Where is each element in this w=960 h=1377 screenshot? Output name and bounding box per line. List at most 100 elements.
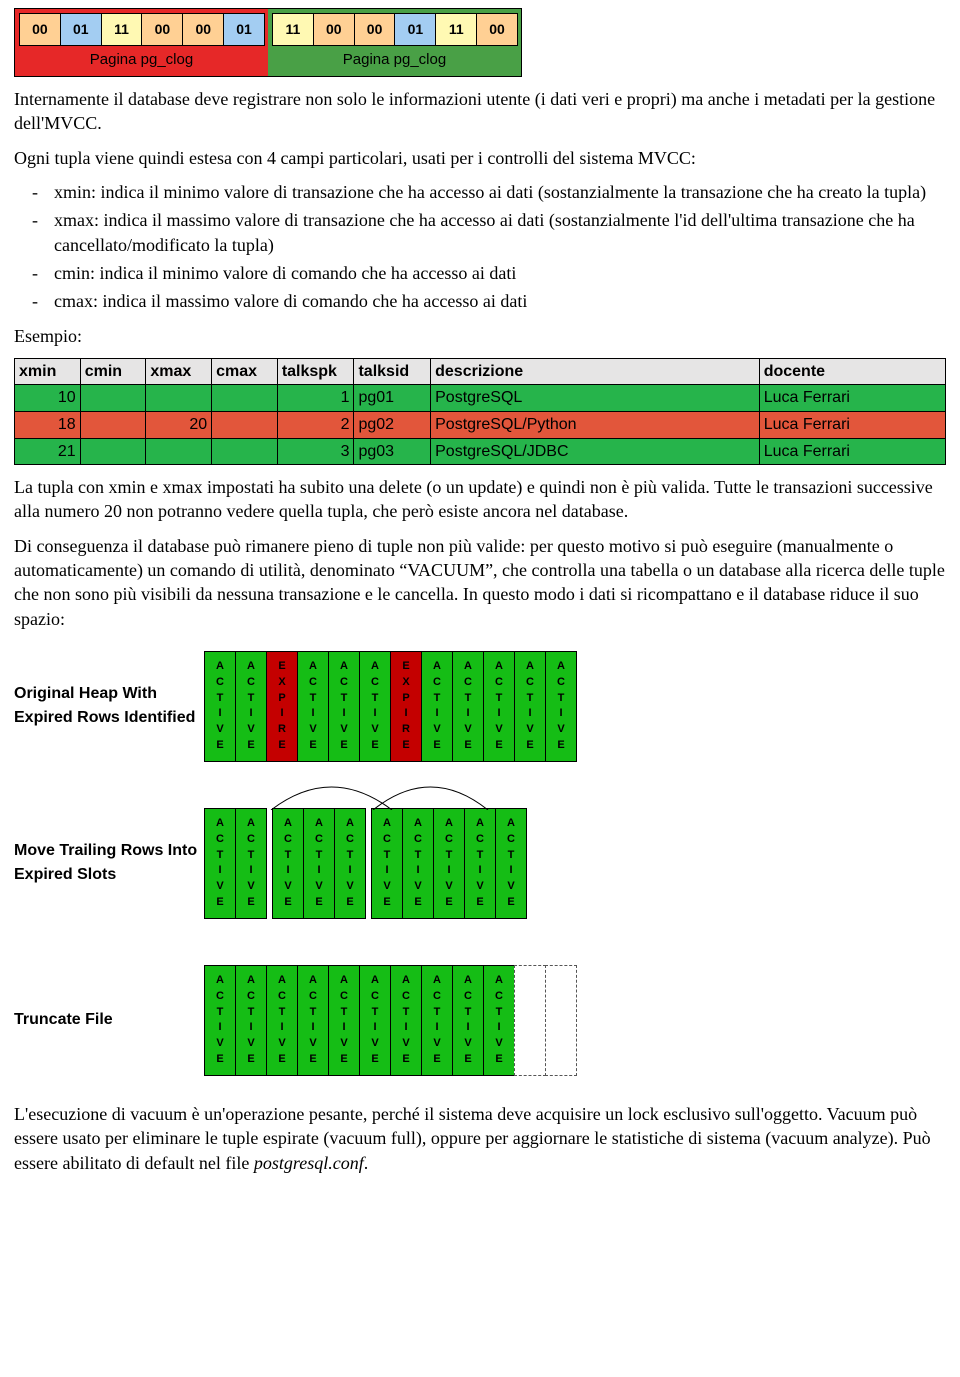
table-cell xyxy=(80,385,146,412)
clog-cell: 00 xyxy=(354,13,396,46)
heap-strip-1: ACTIVEACTIVEEXPIREACTIVEACTIVEACTIVEEXPI… xyxy=(204,651,576,762)
list-item: cmax: indica il massimo valore di comand… xyxy=(54,289,946,313)
footer-text-c: . xyxy=(364,1153,369,1173)
table-cell: PostgreSQL/JDBC xyxy=(431,438,760,465)
table-cell: pg01 xyxy=(354,385,431,412)
heap-cell-active: ACTIVE xyxy=(204,651,236,762)
heap-cell-active: ACTIVE xyxy=(464,808,496,919)
vacuum-diagram: Original Heap With Expired Rows Identifi… xyxy=(14,651,946,1076)
vacuum-label-1: Original Heap With Expired Rows Identifi… xyxy=(14,682,204,732)
clog-cell: 01 xyxy=(223,13,265,46)
heap-cell-active: ACTIVE xyxy=(303,808,335,919)
column-header: talkspk xyxy=(277,358,354,385)
heap-cell-active: ACTIVE xyxy=(328,651,360,762)
clog-diagram: 000111000001 Pagina pg_clog 110000011100… xyxy=(14,8,522,77)
heap-cell-active: ACTIVE xyxy=(371,808,403,919)
column-header: descrizione xyxy=(431,358,760,385)
clog-cells-left: 000111000001 xyxy=(19,13,264,46)
table-cell: Luca Ferrari xyxy=(759,385,945,412)
heap-cell-active: ACTIVE xyxy=(204,808,236,919)
table-cell xyxy=(146,438,212,465)
clog-cell: 00 xyxy=(313,13,355,46)
tuples-table: xmincminxmaxcmaxtalkspktalksiddescrizion… xyxy=(14,358,946,465)
vacuum-label-3: Truncate File xyxy=(14,1008,204,1033)
table-cell: 3 xyxy=(277,438,354,465)
heap-cell-active: ACTIVE xyxy=(452,965,484,1076)
heap-cell-active: ACTIVE xyxy=(483,651,515,762)
column-header: docente xyxy=(759,358,945,385)
heap-cell-active: ACTIVE xyxy=(421,651,453,762)
clog-caption-right: Pagina pg_clog xyxy=(272,50,517,70)
paragraph-after-table-1: La tupla con xmin e xmax impostati ha su… xyxy=(14,475,946,524)
vacuum-row-3: Truncate File ACTIVEACTIVEACTIVEACTIVEAC… xyxy=(14,965,946,1076)
table-cell xyxy=(212,385,278,412)
table-cell xyxy=(146,385,212,412)
table-row: 101pg01PostgreSQLLuca Ferrari xyxy=(15,385,946,412)
table-cell: 21 xyxy=(15,438,81,465)
table-row: 21 3pg03PostgreSQL/JDBCLuca Ferrari xyxy=(15,438,946,465)
table-cell xyxy=(212,412,278,439)
table-header-row: xmincminxmaxcmaxtalkspktalksiddescrizion… xyxy=(15,358,946,385)
clog-page-left: 000111000001 Pagina pg_clog xyxy=(15,9,268,76)
table-cell xyxy=(212,438,278,465)
heap-cell-active: ACTIVE xyxy=(328,965,360,1076)
table-cell: 2 xyxy=(277,412,354,439)
field-list: xmin: indica il minimo valore di transaz… xyxy=(14,180,946,313)
heap-cell-active: ACTIVE xyxy=(266,965,298,1076)
esempio-label: Esempio: xyxy=(14,324,946,348)
column-header: cmin xyxy=(80,358,146,385)
clog-cell: 01 xyxy=(60,13,102,46)
heap-cell-active: ACTIVE xyxy=(514,651,546,762)
heap-cell-active: ACTIVE xyxy=(390,965,422,1076)
heap-cell-active: ACTIVE xyxy=(421,965,453,1076)
list-item: xmax: indica il massimo valore di transa… xyxy=(54,208,946,257)
table-cell: 18 xyxy=(15,412,81,439)
table-cell: 20 xyxy=(146,412,212,439)
heap-strip-2: ACTIVEACTIVEACTIVEACTIVEACTIVEACTIVEACTI… xyxy=(204,808,526,919)
heap-cell-active: ACTIVE xyxy=(359,651,391,762)
heap-cell-active: ACTIVE xyxy=(235,808,267,919)
heap-cell-active: ACTIVE xyxy=(359,965,391,1076)
heap-cell-active: ACTIVE xyxy=(483,965,515,1076)
heap-cell-active: ACTIVE xyxy=(235,651,267,762)
table-cell: pg03 xyxy=(354,438,431,465)
table-cell: PostgreSQL/Python xyxy=(431,412,760,439)
heap-cell-expired: EXPIRE xyxy=(266,651,298,762)
clog-caption-left: Pagina pg_clog xyxy=(19,50,264,70)
clog-cell: 00 xyxy=(141,13,183,46)
heap-cell-empty xyxy=(545,965,577,1076)
paragraph-vacuum-footer: L'esecuzione di vacuum è un'operazione p… xyxy=(14,1102,946,1175)
footer-filename: postgresql.conf xyxy=(254,1153,364,1173)
clog-cell: 11 xyxy=(272,13,314,46)
clog-cell: 00 xyxy=(182,13,224,46)
heap-cell-active: ACTIVE xyxy=(204,965,236,1076)
table-row: 18 20 2pg02PostgreSQL/PythonLuca Ferrari xyxy=(15,412,946,439)
heap-cell-active: ACTIVE xyxy=(402,808,434,919)
clog-cell: 01 xyxy=(394,13,436,46)
paragraph-after-table-2: Di conseguenza il database può rimanere … xyxy=(14,534,946,631)
clog-cell: 00 xyxy=(19,13,61,46)
table-cell: Luca Ferrari xyxy=(759,412,945,439)
clog-page-right: 110000011100 Pagina pg_clog xyxy=(268,9,521,76)
heap-cell-active: ACTIVE xyxy=(452,651,484,762)
clog-cell: 11 xyxy=(435,13,477,46)
heap-cell-active: ACTIVE xyxy=(297,965,329,1076)
heap-cell-active: ACTIVE xyxy=(495,808,527,919)
column-header: talksid xyxy=(354,358,431,385)
heap-strip-3: ACTIVEACTIVEACTIVEACTIVEACTIVEACTIVEACTI… xyxy=(204,965,576,1076)
heap-cell-active: ACTIVE xyxy=(545,651,577,762)
paragraph-fields-intro: Ogni tupla viene quindi estesa con 4 cam… xyxy=(14,146,946,170)
vacuum-row-1: Original Heap With Expired Rows Identifi… xyxy=(14,651,946,762)
list-item: cmin: indica il minimo valore di comando… xyxy=(54,261,946,285)
table-cell: Luca Ferrari xyxy=(759,438,945,465)
table-cell: pg02 xyxy=(354,412,431,439)
clog-cell: 11 xyxy=(101,13,143,46)
footer-text-a: L'esecuzione di vacuum è un'operazione p… xyxy=(14,1104,931,1173)
list-item: xmin: indica il minimo valore di transaz… xyxy=(54,180,946,204)
table-cell: 1 xyxy=(277,385,354,412)
vacuum-row-2: Move Trailing Rows Into Expired Slots AC… xyxy=(14,808,946,919)
table-cell xyxy=(80,412,146,439)
heap-cell-empty xyxy=(514,965,546,1076)
table-cell: PostgreSQL xyxy=(431,385,760,412)
column-header: xmin xyxy=(15,358,81,385)
